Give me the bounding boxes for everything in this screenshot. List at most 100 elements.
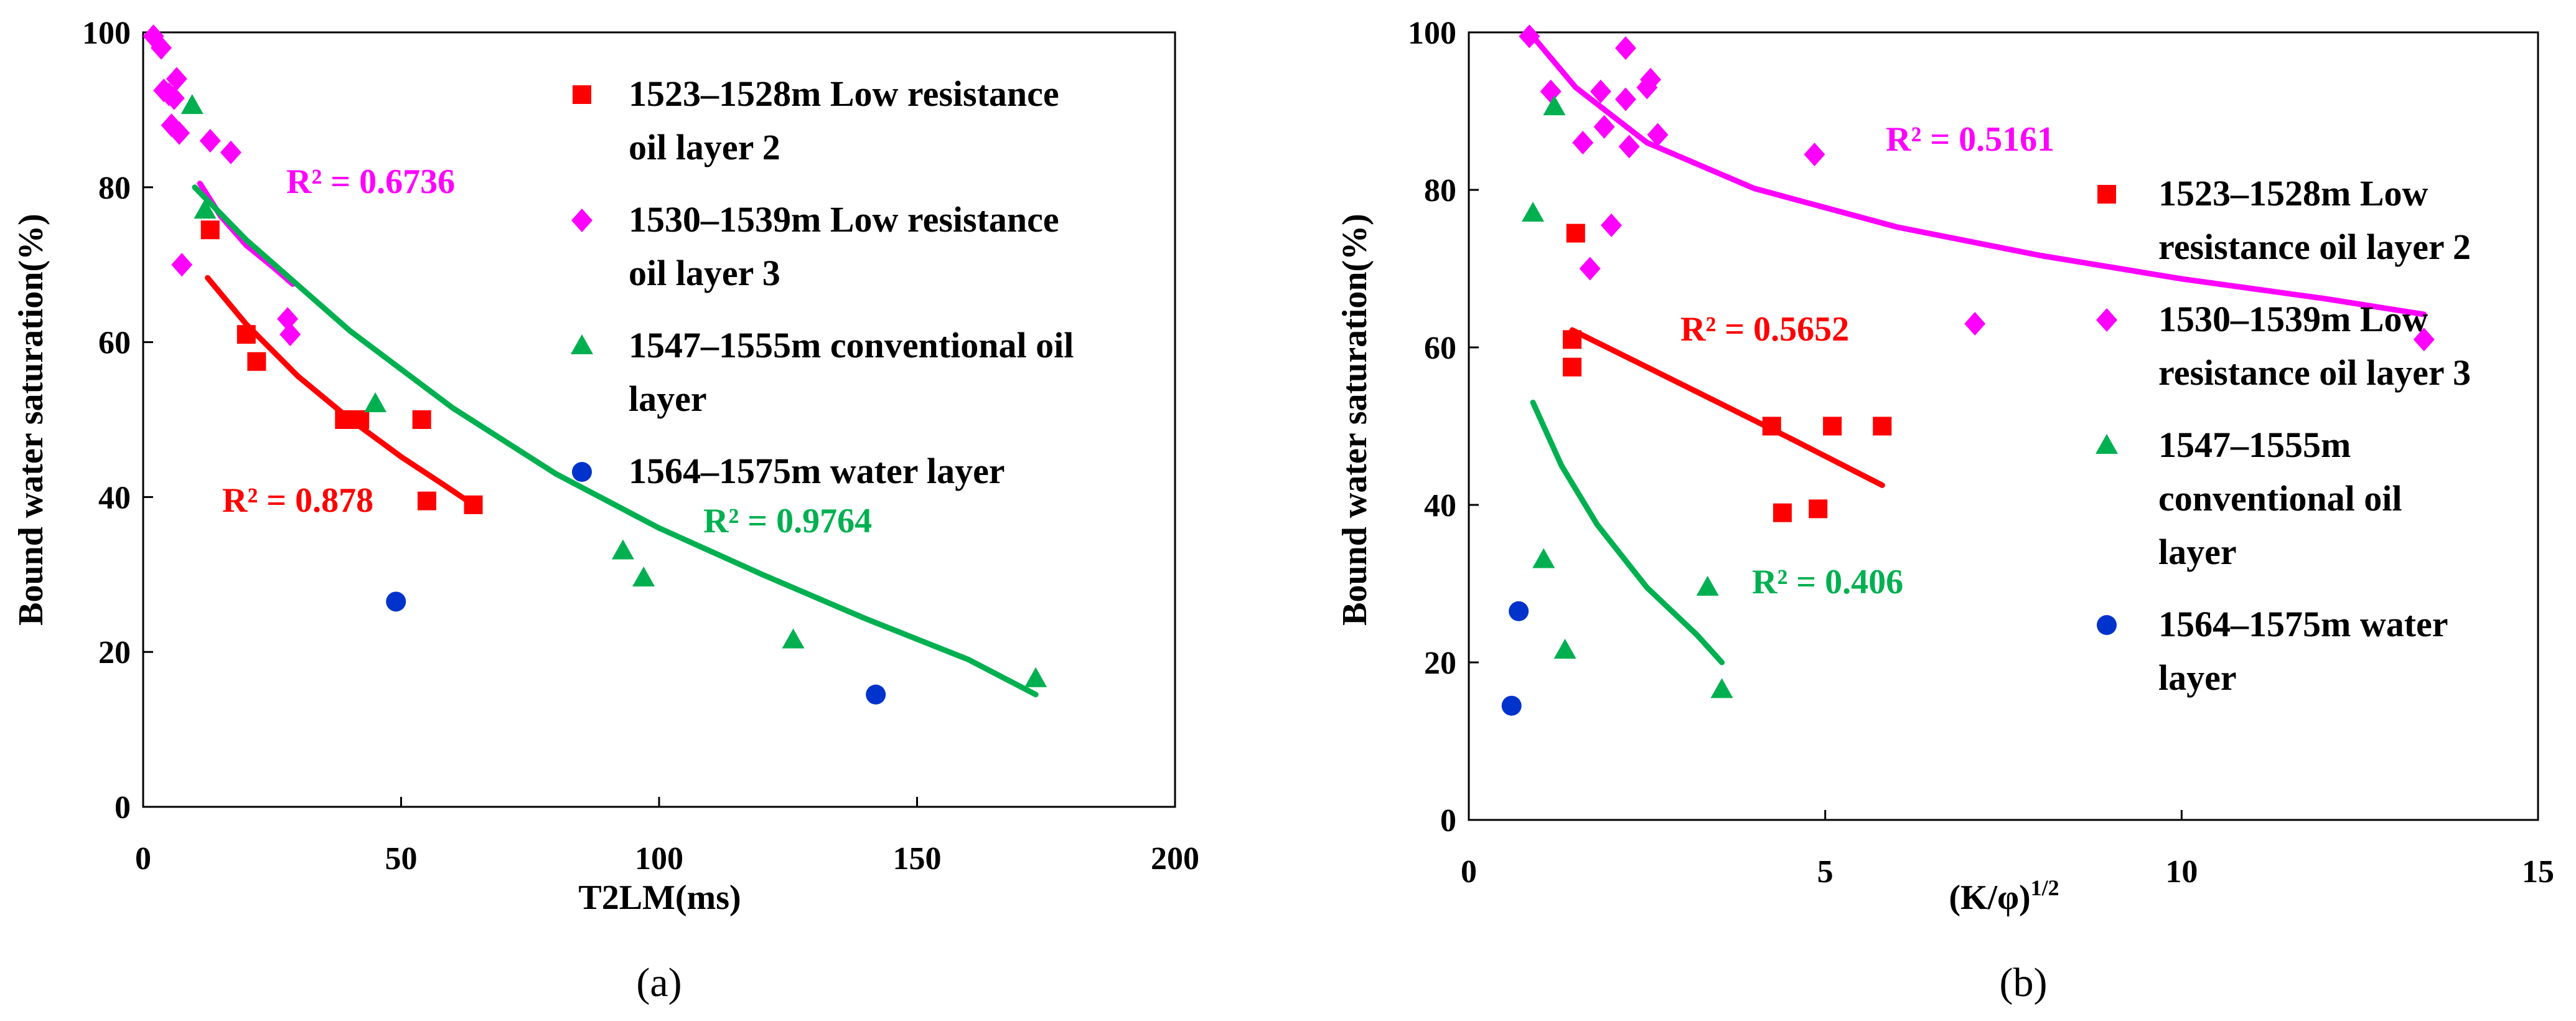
legend-entry-text: 1523–1528m Low bbox=[2158, 173, 2428, 214]
data-point bbox=[194, 199, 217, 219]
x-tick-label: 100 bbox=[635, 841, 683, 877]
data-point bbox=[1710, 678, 1733, 699]
legend-entry-text: 1547–1555m bbox=[2158, 425, 2351, 465]
data-point bbox=[277, 307, 299, 331]
data-point bbox=[199, 129, 221, 153]
legend-entry-text: oil layer 2 bbox=[629, 127, 780, 167]
x-tick-label: 0 bbox=[135, 841, 151, 877]
x-tick-label: 10 bbox=[2165, 854, 2198, 890]
data-point bbox=[151, 35, 172, 60]
data-point bbox=[169, 121, 190, 145]
data-point bbox=[1640, 67, 1662, 92]
data-point bbox=[1773, 503, 1792, 522]
x-tick-label: 200 bbox=[1151, 841, 1199, 877]
legend-entry-text: resistance oil layer 2 bbox=[2158, 227, 2471, 267]
legend-marker bbox=[2097, 185, 2116, 204]
y-tick-label: 0 bbox=[1440, 803, 1456, 839]
y-tick-label: 40 bbox=[1424, 488, 1456, 524]
x-tick-label: 0 bbox=[1461, 854, 1477, 890]
data-point bbox=[237, 325, 256, 344]
legend-entry-text: 1530–1539m Low bbox=[2158, 299, 2428, 339]
data-point bbox=[1543, 95, 1566, 116]
legend-entry-text: layer bbox=[629, 379, 707, 419]
y-tick-label: 60 bbox=[98, 326, 131, 361]
data-point bbox=[1964, 312, 1986, 336]
data-point bbox=[1579, 256, 1601, 281]
trendline bbox=[192, 184, 1039, 698]
data-point bbox=[1618, 134, 1640, 159]
panel-label: (a) bbox=[636, 960, 681, 1005]
x-axis-label: T2LM(ms) bbox=[578, 878, 741, 917]
plot-frame bbox=[1468, 31, 2539, 821]
y-tick-label: 60 bbox=[1424, 331, 1456, 366]
data-point bbox=[1572, 131, 1594, 155]
data-point bbox=[1590, 79, 1611, 103]
x-axis-label: (K/φ)1/2 bbox=[1949, 875, 2059, 917]
data-point bbox=[166, 67, 187, 91]
data-point bbox=[1647, 123, 1669, 147]
data-point bbox=[1804, 143, 1825, 167]
legend-entry-text: 1530–1539m Low resistance bbox=[629, 199, 1059, 240]
y-axis-label: Bound water saturation(%) bbox=[12, 214, 50, 626]
y-tick-label: 80 bbox=[98, 171, 131, 206]
y-axis-label: Bound water saturation(%) bbox=[1336, 214, 1374, 626]
data-point bbox=[782, 628, 805, 649]
data-point bbox=[1501, 695, 1522, 716]
x-tick-label: 15 bbox=[2522, 854, 2554, 890]
panel-b: 0 20 40 60 80 100 0 5 10 15 Bound water saturation… bbox=[1336, 16, 2554, 1005]
data-point bbox=[1563, 357, 1582, 377]
data-point bbox=[1593, 115, 1615, 139]
trendline bbox=[1569, 327, 1885, 488]
y-tick-label: 20 bbox=[1424, 646, 1456, 681]
legend-entry-text: conventional oil bbox=[2158, 478, 2402, 519]
r-squared-label: R² = 0.878 bbox=[222, 481, 373, 520]
data-point bbox=[412, 410, 431, 429]
data-point bbox=[1614, 36, 1636, 60]
legend-marker bbox=[572, 462, 592, 482]
r-squared-label: R² = 0.6736 bbox=[286, 162, 455, 201]
legend-marker bbox=[571, 209, 592, 232]
data-point bbox=[1762, 416, 1781, 436]
y-tick-label: 80 bbox=[1424, 173, 1456, 209]
y-tick-label: 100 bbox=[82, 16, 131, 51]
data-point bbox=[611, 539, 634, 560]
trendline bbox=[1530, 400, 1725, 666]
x-axis-label-superscript: 1/2 bbox=[2031, 875, 2059, 900]
legend-marker bbox=[573, 85, 591, 104]
data-point bbox=[1509, 601, 1529, 621]
data-point bbox=[279, 322, 301, 347]
legend-marker bbox=[571, 334, 593, 354]
legend-entry-text: 1547–1555m conventional oil bbox=[629, 325, 1074, 365]
r-squared-label: R² = 0.5161 bbox=[1886, 120, 2054, 159]
data-point bbox=[350, 410, 370, 429]
data-point bbox=[417, 491, 436, 510]
data-point bbox=[1519, 24, 1540, 49]
data-point bbox=[1601, 213, 1623, 237]
data-point bbox=[1532, 548, 1555, 568]
data-point bbox=[180, 94, 204, 115]
r-squared-label: R² = 0.406 bbox=[1752, 563, 1903, 601]
data-point bbox=[1553, 639, 1576, 659]
panel-label: (b) bbox=[2000, 960, 2048, 1005]
data-point bbox=[247, 352, 266, 371]
panel-a: 0 20 40 60 80 100 0 50 100 150 200 Bound water satu… bbox=[12, 16, 1199, 1005]
y-tick-label: 100 bbox=[1408, 16, 1456, 51]
data-point bbox=[632, 567, 655, 587]
data-point bbox=[2413, 327, 2435, 352]
data-point bbox=[1614, 87, 1636, 111]
data-point bbox=[1696, 575, 1719, 596]
legend-entry-text: layer bbox=[2158, 532, 2237, 572]
legend-marker bbox=[2097, 615, 2117, 635]
x-tick-label: 5 bbox=[1817, 854, 1834, 890]
legend-entry-text: resistance oil layer 3 bbox=[2158, 352, 2471, 393]
legend-entry-text: layer bbox=[2158, 657, 2237, 698]
trendline bbox=[1526, 29, 2427, 318]
data-point bbox=[220, 140, 241, 164]
data-point bbox=[1566, 223, 1585, 243]
x-axis-label-main: (K/φ) bbox=[1949, 878, 2030, 917]
x-tick-label: 150 bbox=[893, 841, 942, 877]
y-tick-label: 0 bbox=[115, 790, 131, 826]
legend-entry-text: oil layer 3 bbox=[629, 253, 780, 293]
legend-entry-text: 1564–1575m water bbox=[2158, 604, 2448, 644]
